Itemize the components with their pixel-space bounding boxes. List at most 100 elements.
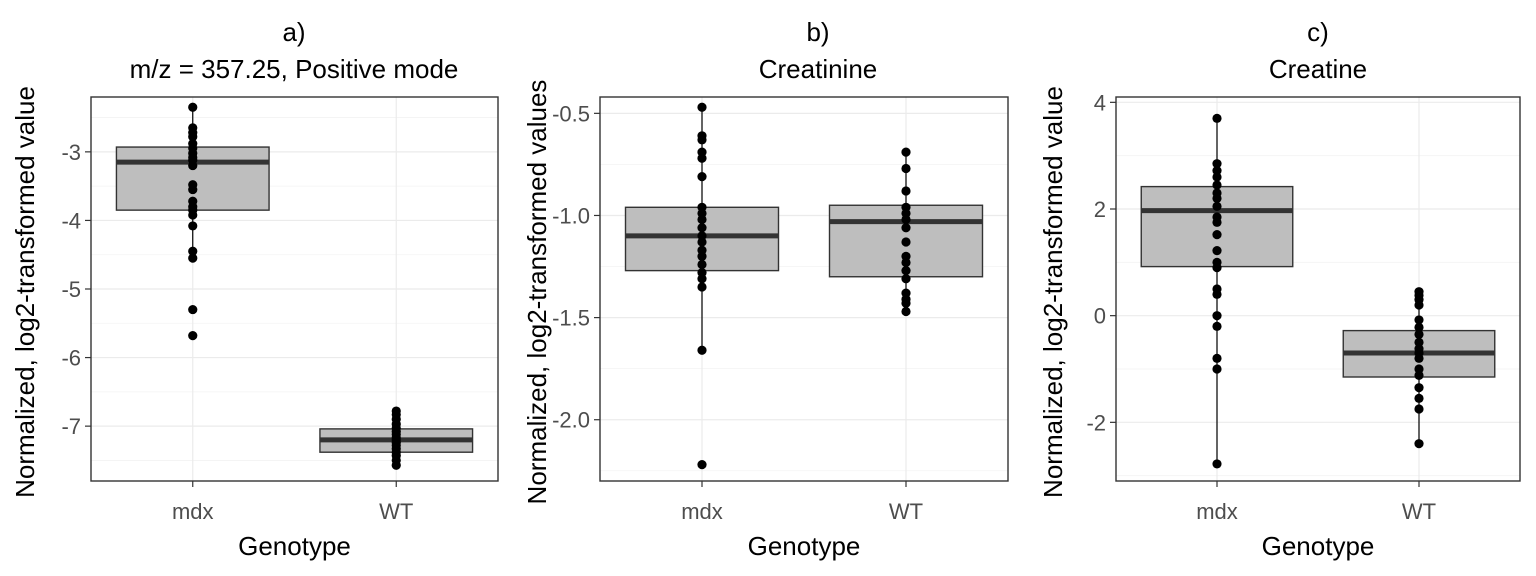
data-point: [697, 274, 707, 284]
data-point: [901, 147, 911, 157]
data-point: [697, 259, 707, 270]
y-tick-label: 2: [1094, 197, 1106, 222]
data-point: [1212, 311, 1222, 321]
data-point: [1212, 364, 1222, 374]
data-point: [1414, 300, 1424, 310]
data-point: [188, 132, 198, 142]
y-tick-label: -4: [61, 208, 81, 233]
y-tick-label: 4: [1094, 90, 1106, 115]
panel-background: [600, 97, 1008, 481]
data-point: [1414, 353, 1424, 363]
data-point: [188, 102, 198, 112]
data-point: [901, 306, 911, 317]
panel-title: c): [1307, 17, 1329, 47]
x-tick-label: WT: [379, 499, 413, 524]
data-point: [697, 214, 707, 225]
x-axis-title: Genotype: [238, 531, 351, 561]
data-point: [1414, 383, 1424, 393]
panel-subtitle: Creatinine: [759, 54, 878, 84]
y-tick-label: 0: [1094, 304, 1106, 329]
y-axis-title: Normalized, log2-transformed values: [522, 80, 552, 505]
data-point: [901, 223, 911, 233]
data-point: [1212, 230, 1222, 240]
x-tick-label: mdx: [1196, 499, 1238, 524]
panel-background: [1116, 97, 1520, 481]
data-point: [188, 246, 198, 256]
data-point: [188, 184, 198, 195]
panel-1: -2.0 -1.5 -1.0 -0.5 mdx WT b) Creatinine Genotyp…: [522, 17, 1009, 561]
data-point: [391, 460, 401, 470]
data-point: [901, 214, 911, 225]
data-point: [1212, 113, 1222, 123]
x-tick-label: WT: [889, 499, 923, 524]
data-point: [1414, 439, 1424, 449]
y-tick-label: -0.5: [552, 101, 590, 126]
data-point: [697, 102, 707, 112]
data-point: [901, 257, 911, 268]
data-point: [1212, 289, 1222, 299]
data-point: [1212, 193, 1222, 203]
data-point: [697, 135, 707, 145]
data-point: [1414, 329, 1424, 339]
data-point: [188, 331, 198, 341]
y-tick-label: -2: [1086, 410, 1106, 435]
data-point: [1414, 337, 1424, 347]
y-tick-label: -2.0: [552, 408, 590, 433]
data-point: [1212, 217, 1222, 227]
data-point: [188, 210, 198, 220]
data-point: [188, 253, 198, 263]
data-point: [697, 153, 707, 163]
panel-border: [599, 96, 1009, 482]
y-tick-label: -1.5: [552, 306, 590, 331]
data-point: [188, 304, 198, 315]
data-point: [901, 186, 911, 196]
x-tick-label: mdx: [681, 499, 723, 524]
data-point: [901, 266, 911, 276]
y-tick-label: -1.0: [552, 203, 590, 228]
y-tick-label: -6: [61, 346, 81, 371]
data-point: [1414, 393, 1424, 403]
panel-border: [1115, 96, 1521, 482]
data-point: [1414, 404, 1424, 414]
data-point: [697, 251, 707, 261]
data-point: [188, 221, 198, 231]
x-tick-label: mdx: [172, 499, 214, 524]
data-point: [1212, 180, 1222, 190]
y-tick-label: -3: [61, 140, 81, 165]
y-tick-label: -5: [61, 277, 81, 302]
data-point: [1212, 321, 1222, 331]
data-point: [1212, 263, 1222, 273]
data-point: [697, 345, 707, 355]
data-point: [1212, 159, 1222, 169]
data-point: [1212, 201, 1222, 211]
data-point: [1414, 370, 1424, 380]
y-axis-title: Normalized, log2-transformed value: [10, 86, 40, 498]
data-point: [1212, 172, 1222, 182]
panel-title: b): [806, 17, 829, 47]
data-point: [1212, 246, 1222, 256]
panel-2: -2 0 2 4 mdx WT c) Creatine Genotype Normalized, …: [1038, 17, 1521, 561]
data-point: [1212, 166, 1222, 176]
data-point: [697, 460, 707, 470]
data-point: [1414, 322, 1424, 332]
data-point: [901, 274, 911, 284]
data-point: [188, 160, 198, 171]
y-tick-label: -7: [61, 414, 81, 439]
data-point: [697, 237, 707, 247]
data-point: [1414, 364, 1424, 374]
x-tick-label: WT: [1402, 499, 1436, 524]
data-point: [901, 163, 911, 174]
x-axis-title: Genotype: [1262, 531, 1375, 561]
data-point: [697, 223, 707, 233]
data-point: [901, 298, 911, 308]
data-point: [901, 237, 911, 247]
x-axis-title: Genotype: [748, 531, 861, 561]
panel-title: a): [282, 17, 305, 47]
data-point: [697, 172, 707, 182]
data-point: [1212, 353, 1222, 363]
data-point: [1414, 315, 1424, 325]
data-point: [1212, 459, 1222, 469]
y-axis-title: Normalized, log2-transformed value: [1038, 86, 1068, 498]
panel-subtitle: Creatine: [1269, 54, 1367, 84]
